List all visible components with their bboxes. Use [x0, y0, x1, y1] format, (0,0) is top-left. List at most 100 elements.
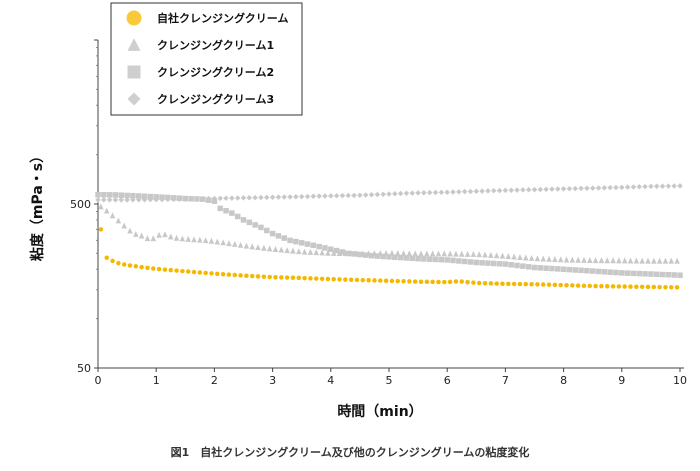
- data-point: [639, 284, 645, 290]
- data-point: [246, 194, 253, 201]
- data-point: [610, 284, 616, 289]
- data-point: [450, 189, 456, 195]
- data-point: [343, 277, 348, 282]
- legend-label: 自社クレンジングクリーム: [157, 11, 288, 25]
- data-point: [665, 271, 672, 278]
- data-point: [357, 192, 363, 199]
- data-point: [151, 266, 156, 271]
- data-point: [101, 197, 107, 203]
- data-point: [610, 257, 616, 264]
- data-point: [494, 281, 499, 286]
- data-point: [502, 261, 509, 267]
- data-point: [386, 191, 392, 197]
- data-point: [191, 236, 197, 243]
- data-point: [284, 275, 290, 280]
- x-tick-label: 8: [560, 374, 567, 387]
- data-point: [322, 193, 328, 199]
- data-point: [244, 273, 249, 278]
- data-point: [572, 185, 578, 192]
- data-point: [401, 279, 406, 284]
- data-point: [668, 257, 675, 264]
- data-point: [493, 252, 500, 259]
- x-tick-label: 10: [673, 374, 687, 387]
- data-point: [403, 190, 410, 197]
- data-point: [360, 277, 366, 283]
- data-point: [601, 185, 608, 191]
- data-point: [144, 235, 151, 242]
- data-point: [488, 251, 494, 258]
- x-tick-label: 6: [444, 374, 451, 387]
- data-point: [485, 188, 491, 194]
- data-point: [426, 256, 433, 262]
- data-point: [621, 257, 628, 264]
- data-point: [348, 277, 354, 283]
- data-point: [421, 256, 427, 262]
- data-point: [409, 255, 416, 262]
- data-point: [304, 193, 311, 200]
- y-tick-label: 50: [77, 362, 91, 375]
- data-point: [482, 280, 488, 286]
- data-point: [604, 257, 610, 264]
- data-point: [115, 217, 122, 224]
- data-point: [240, 217, 247, 223]
- data-point: [130, 197, 136, 203]
- data-point: [558, 282, 563, 288]
- data-point: [564, 282, 569, 288]
- data-point: [98, 203, 104, 210]
- data-point: [656, 257, 663, 264]
- data-point: [275, 194, 282, 200]
- data-point: [293, 238, 299, 245]
- data-point: [671, 183, 677, 189]
- data-point: [290, 275, 296, 280]
- data-point: [471, 280, 476, 285]
- data-point: [523, 254, 529, 261]
- data-point: [546, 255, 552, 262]
- data-point: [147, 196, 154, 203]
- data-point: [587, 283, 593, 289]
- data-point: [659, 271, 666, 278]
- data-point: [537, 265, 544, 271]
- data-point: [279, 275, 284, 280]
- data-point: [633, 257, 640, 264]
- data-point: [563, 256, 570, 263]
- data-point: [258, 194, 264, 201]
- data-point: [272, 246, 279, 252]
- data-point: [622, 284, 627, 289]
- data-point: [653, 183, 660, 190]
- data-point: [374, 191, 381, 198]
- data-point: [444, 189, 450, 195]
- data-point: [467, 259, 474, 265]
- data-point: [333, 193, 340, 199]
- data-point: [657, 284, 662, 290]
- data-point: [415, 190, 421, 196]
- x-tick-label: 5: [386, 374, 393, 387]
- data-point: [476, 251, 482, 258]
- data-point: [453, 250, 459, 257]
- data-point: [304, 241, 311, 247]
- data-point: [127, 263, 133, 268]
- data-point: [351, 251, 357, 257]
- data-point: [220, 271, 226, 277]
- data-point: [482, 251, 488, 258]
- data-point: [677, 183, 683, 189]
- data-point: [432, 189, 439, 196]
- data-point: [246, 219, 253, 226]
- data-point: [534, 255, 541, 262]
- data-point: [470, 250, 477, 257]
- data-point: [511, 281, 517, 287]
- data-point: [426, 189, 433, 196]
- data-point: [135, 196, 142, 203]
- data-point: [362, 192, 369, 198]
- data-point: [203, 270, 208, 276]
- data-point: [319, 249, 325, 256]
- data-point: [599, 283, 604, 289]
- data-point: [508, 262, 514, 268]
- data-point: [368, 252, 375, 259]
- data-point: [549, 186, 555, 192]
- data-point: [118, 197, 125, 203]
- x-tick-label: 9: [618, 374, 625, 387]
- data-point: [229, 195, 235, 201]
- data-point: [592, 257, 599, 264]
- data-point: [593, 283, 598, 289]
- data-point: [500, 281, 505, 286]
